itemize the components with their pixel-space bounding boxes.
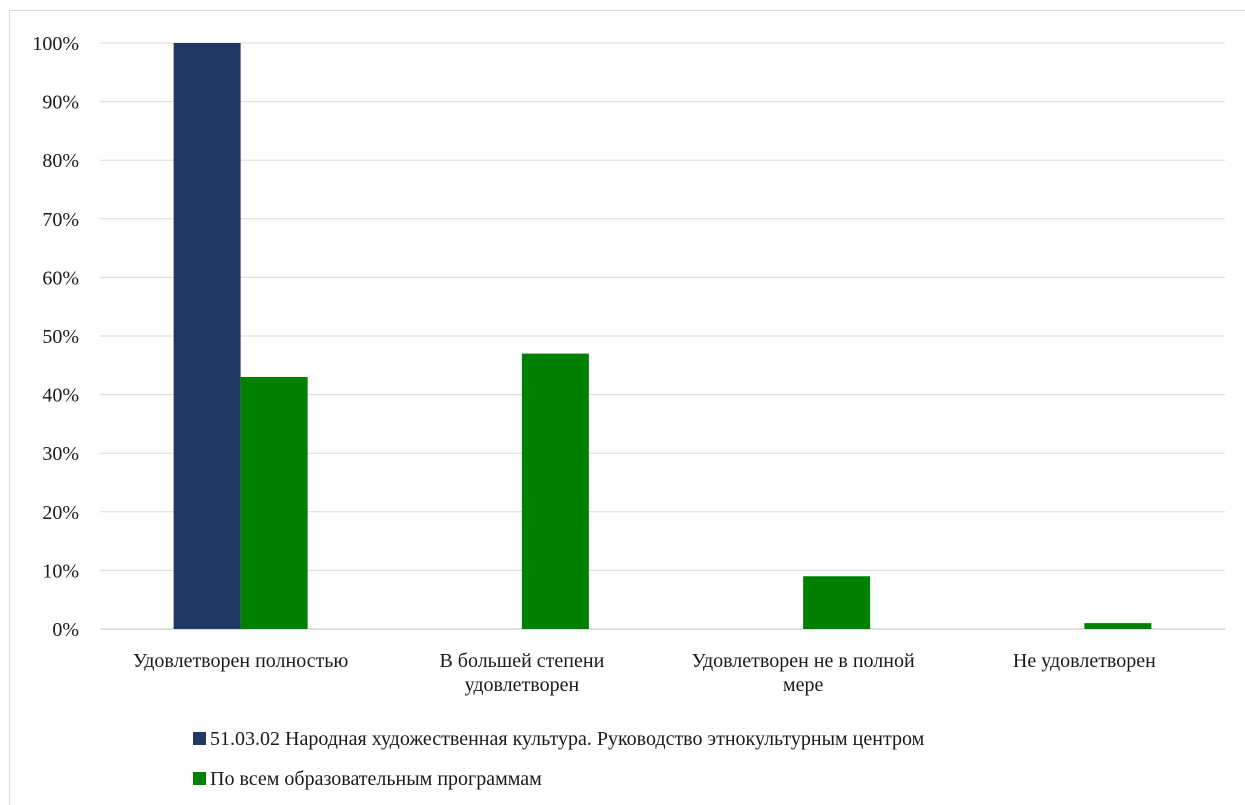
x-category-label-line: В большей степени (439, 650, 604, 672)
bar (240, 377, 308, 629)
y-tick-label: 80% (42, 150, 79, 172)
y-tick-label: 90% (42, 92, 79, 114)
y-tick-label: 100% (32, 33, 79, 55)
y-tick-label: 10% (42, 560, 79, 582)
legend-swatch-series-2 (193, 772, 206, 785)
x-category-label-line: мере (783, 674, 824, 696)
bar (521, 353, 589, 629)
bar (173, 43, 241, 629)
legend-label-series-1: 51.03.02 Народная художественная культур… (210, 728, 925, 750)
x-category-label: Не удовлетворен (1013, 650, 1156, 672)
y-tick-label: 40% (42, 385, 79, 407)
x-axis-category-labels: Удовлетворен полностью В большей степени у… (133, 650, 1156, 696)
legend-swatch-series-1 (193, 732, 206, 745)
x-category-label: Удовлетворен полностью (133, 650, 349, 672)
bars (173, 43, 1152, 629)
y-tick-label: 50% (42, 326, 79, 348)
x-category-label-line: Удовлетворен полностью (133, 650, 349, 672)
bar (1084, 623, 1152, 629)
legend-entry-series-2: По всем образовательным программам (193, 768, 542, 791)
y-axis-tick-labels: 0% 10% 20% 30% 40% 50% 60% 70% 80% 90% 100% (32, 33, 79, 641)
x-category-label: В большей степени удовлетворен (439, 650, 604, 696)
x-category-label-line: Удовлетворен не в полной (692, 650, 915, 672)
gridlines (100, 42, 1225, 630)
x-category-label: Удовлетворен не в полной мере (692, 650, 915, 696)
y-tick-label: 70% (42, 209, 79, 231)
bar (803, 576, 871, 629)
x-category-label-line: Не удовлетворен (1013, 650, 1156, 672)
chart-frame (9, 10, 1245, 805)
y-tick-label: 60% (42, 267, 79, 289)
legend-entry-series-1: 51.03.02 Народная художественная культур… (193, 728, 924, 751)
y-tick-label: 30% (42, 443, 79, 465)
bar-chart: 0% 10% 20% 30% 40% 50% 60% 70% 80% 90% 100% Удовле… (32, 33, 1225, 696)
legend-label-series-2: По всем образовательным программам (210, 768, 542, 790)
y-tick-label: 20% (42, 502, 79, 524)
y-tick-label: 0% (52, 619, 79, 641)
x-category-label-line: удовлетворен (465, 674, 580, 696)
